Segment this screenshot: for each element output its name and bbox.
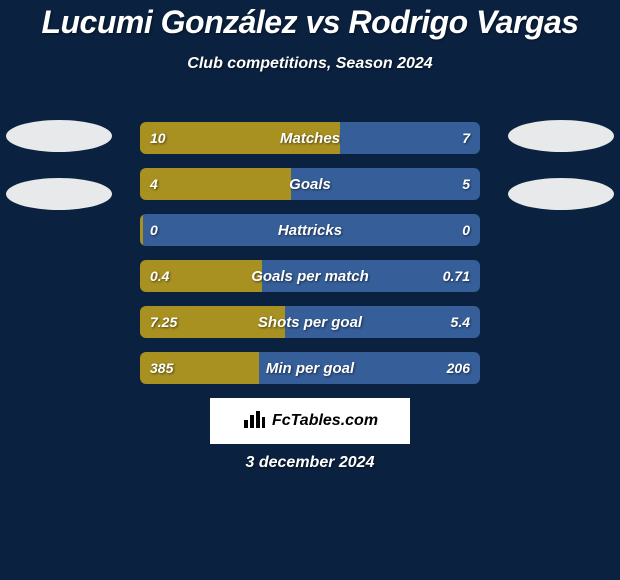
player-avatar (508, 120, 614, 152)
page-title: Lucumi González vs Rodrigo Vargas (0, 0, 620, 41)
stat-bar: 7.255.4Shots per goal (140, 306, 480, 338)
branding-text: FcTables.com (272, 412, 378, 430)
stat-label: Matches (140, 122, 480, 154)
branding-badge: FcTables.com (210, 398, 410, 444)
stat-bar: 00Hattricks (140, 214, 480, 246)
stat-label: Shots per goal (140, 306, 480, 338)
avatar-column-left (4, 120, 114, 210)
stat-label: Hattricks (140, 214, 480, 246)
player-avatar (508, 178, 614, 210)
footer-date: 3 december 2024 (0, 454, 620, 472)
stat-label: Goals per match (140, 260, 480, 292)
comparison-infographic: Lucumi González vs Rodrigo Vargas Club c… (0, 0, 620, 580)
stat-bar: 45Goals (140, 168, 480, 200)
stat-label: Min per goal (140, 352, 480, 384)
stat-label: Goals (140, 168, 480, 200)
avatar-column-right (506, 120, 616, 210)
bar-chart-icon (242, 407, 266, 436)
page-subtitle: Club competitions, Season 2024 (0, 55, 620, 73)
stat-bar: 107Matches (140, 122, 480, 154)
player-avatar (6, 178, 112, 210)
stat-bar: 0.40.71Goals per match (140, 260, 480, 292)
stat-bars: 107Matches 45Goals 00Hattricks 0.40.71Goals… (140, 122, 480, 384)
stat-bar: 385206Min per goal (140, 352, 480, 384)
player-avatar (6, 120, 112, 152)
